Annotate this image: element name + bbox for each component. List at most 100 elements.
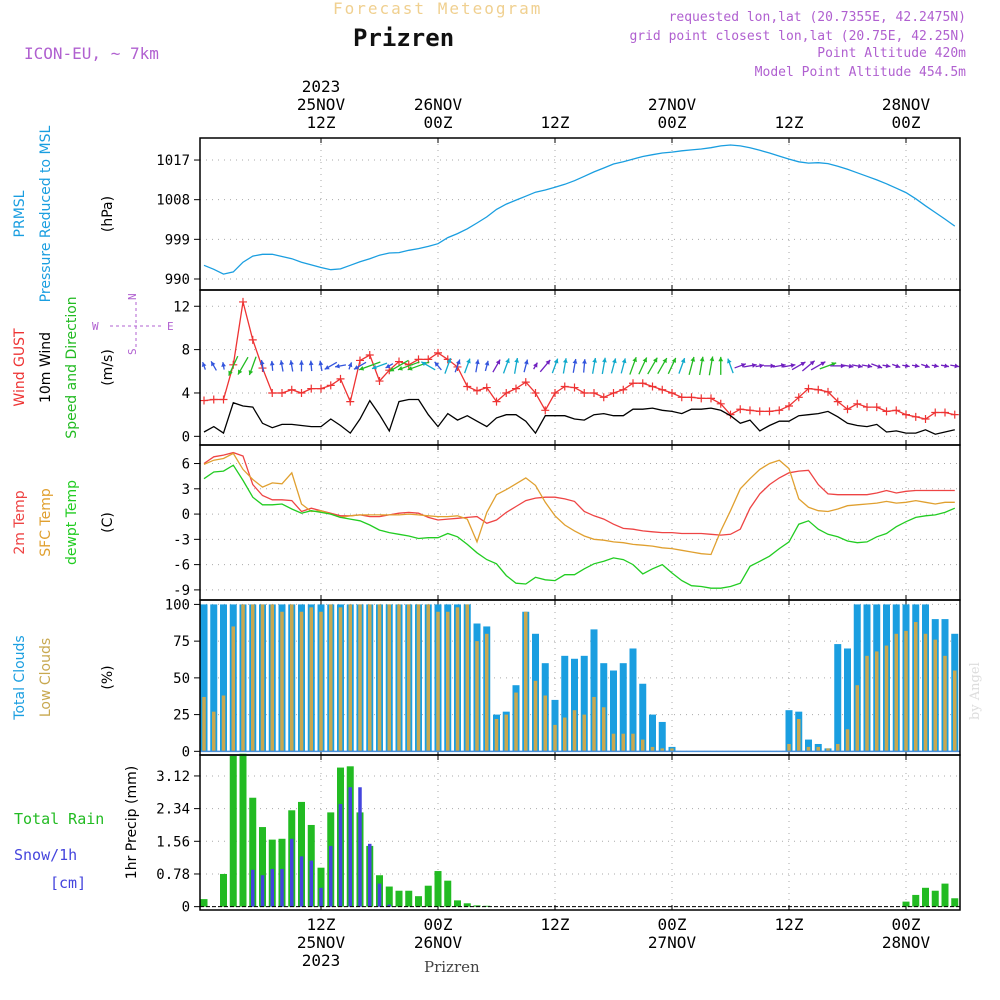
- bottom-time-label: 26NOV: [414, 933, 463, 952]
- bar-total-rain: [444, 880, 452, 907]
- wind-arrow-head: [857, 363, 863, 369]
- bar-total-clouds: [610, 670, 617, 752]
- bar-snow-1h: [358, 787, 362, 907]
- bar-total-rain: [454, 900, 461, 907]
- wind-arrow-head: [347, 362, 353, 368]
- bar-snow-1h: [251, 869, 255, 907]
- bar-low-clouds: [621, 733, 625, 752]
- bar-snow-1h: [387, 904, 391, 907]
- bar-low-clouds: [260, 604, 265, 752]
- bar-low-clouds: [465, 604, 469, 752]
- wind-arrow-head: [612, 358, 617, 364]
- bar-low-clouds: [845, 729, 850, 752]
- gust-marker: [911, 412, 920, 421]
- bottom-time-label: 25NOV: [297, 933, 346, 952]
- gust-marker: [434, 348, 442, 357]
- unit-label: (hPa): [100, 196, 116, 232]
- gust-marker: [950, 410, 959, 419]
- bar-low-clouds: [894, 633, 898, 752]
- bar-low-clouds: [582, 714, 586, 752]
- panel-4: [194, 599, 961, 756]
- point-altitude: Point Altitude 420m: [817, 46, 966, 61]
- bar-low-clouds: [592, 696, 596, 752]
- gust-marker: [863, 403, 871, 412]
- side-label: Speed and Direction: [64, 296, 80, 438]
- bar-low-clouds: [602, 707, 606, 752]
- bar-snow-1h: [377, 883, 382, 907]
- gust-marker: [317, 384, 325, 393]
- series-line-dewpt-temp: [203, 464, 956, 589]
- gust-marker: [297, 388, 306, 397]
- y-tick-label: 999: [165, 232, 190, 248]
- wind-arrow-head: [434, 361, 440, 367]
- wind-arrow-head: [279, 360, 285, 365]
- bar-low-clouds: [865, 655, 869, 752]
- gust-marker: [687, 393, 696, 402]
- bar-snow-1h: [299, 856, 304, 907]
- bar-low-clouds: [485, 633, 489, 752]
- bottom-time-label: 00Z: [658, 915, 687, 934]
- wind-arrow-head: [335, 363, 340, 369]
- y-tick-label: 3.12: [156, 769, 190, 785]
- bar-total-rain: [229, 755, 237, 907]
- model-altitude: Model Point Altitude 454.5m: [754, 65, 966, 80]
- bar-total-clouds: [590, 629, 598, 752]
- gust-marker: [463, 382, 472, 391]
- y-tick-label: 6: [182, 457, 190, 473]
- y-tick-label: -3: [173, 532, 190, 548]
- location-title: Prizren: [353, 24, 455, 52]
- gust-marker: [794, 393, 803, 402]
- gust-marker: [395, 357, 403, 366]
- bar-low-clouds: [368, 604, 372, 752]
- gust-marker: [541, 406, 550, 415]
- gust-marker: [736, 405, 745, 414]
- gust-marker: [658, 385, 667, 394]
- wind-arrow-head: [680, 358, 686, 364]
- bar-total-rain: [415, 896, 422, 907]
- top-time-label: 12Z: [775, 113, 804, 132]
- gust-marker: [219, 395, 228, 404]
- bar-total-rain: [483, 905, 491, 907]
- bar-low-clouds: [572, 710, 577, 752]
- bar-total-rain: [200, 899, 208, 907]
- wind-arrow-head: [933, 363, 939, 369]
- gust-marker: [755, 407, 764, 416]
- compass-west: W: [92, 320, 99, 333]
- wind-arrow-head: [484, 360, 490, 366]
- bottom-time-label: 00Z: [892, 915, 921, 934]
- top-time-label: 12Z: [307, 113, 336, 132]
- compass-north: N: [126, 293, 139, 300]
- gust-marker: [570, 383, 579, 392]
- bar-low-clouds: [631, 733, 635, 752]
- y-tick-label: 990: [165, 272, 190, 288]
- y-tick-label: 0: [182, 507, 190, 523]
- wind-arrow-head: [718, 356, 724, 362]
- bar-low-clouds: [836, 743, 840, 752]
- gust-marker: [648, 382, 657, 391]
- gust-marker: [921, 414, 930, 423]
- gust-marker: [590, 388, 598, 397]
- bar-total-rain: [463, 903, 471, 907]
- unit-label: 1hr Precip (mm): [124, 766, 140, 879]
- bar-low-clouds: [290, 604, 294, 752]
- gust-marker: [502, 388, 511, 397]
- wind-arrow-head: [324, 365, 330, 370]
- wind-arrow-head: [770, 363, 775, 369]
- unit-label: (%): [100, 665, 116, 689]
- wind-arrow-head: [790, 363, 796, 368]
- top-time-label: 27NOV: [648, 95, 697, 114]
- bar-total-clouds: [853, 604, 861, 752]
- bar-low-clouds: [455, 607, 460, 752]
- bottom-time-label: 28NOV: [882, 933, 931, 952]
- side-label: 10m Wind: [38, 332, 54, 403]
- product-title: Forecast Meteogram: [333, 0, 543, 18]
- wind-arrow-head: [466, 358, 471, 364]
- compass-south: S: [126, 348, 139, 355]
- wind-arrow-head: [289, 360, 294, 365]
- bar-snow-1h: [260, 875, 265, 907]
- wind-arrow-head: [954, 363, 960, 369]
- wind-arrow-head: [407, 366, 413, 371]
- bar-total-rain: [249, 797, 257, 907]
- bar-low-clouds: [348, 604, 352, 752]
- gust-marker: [239, 297, 247, 306]
